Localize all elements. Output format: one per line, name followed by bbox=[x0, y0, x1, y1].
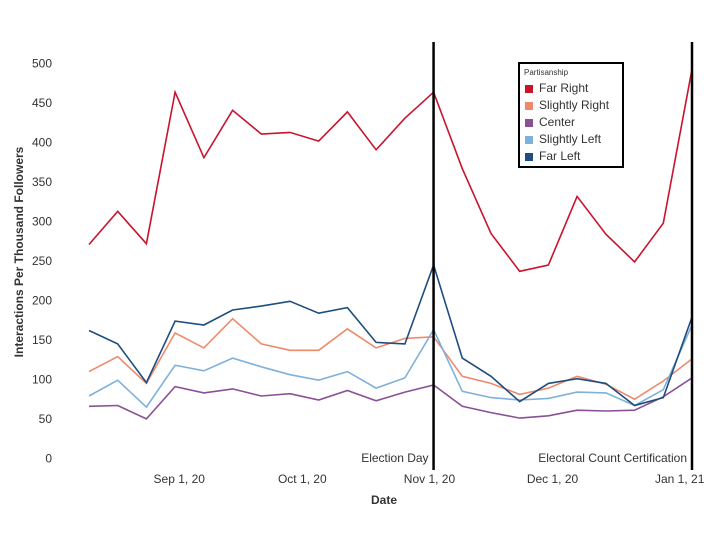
legend-swatch bbox=[525, 85, 533, 93]
line bbox=[88, 324, 693, 409]
legend-swatch bbox=[525, 102, 533, 110]
y-tick-label: 500 bbox=[32, 57, 52, 71]
x-axis-label: Date bbox=[371, 493, 397, 507]
legend-swatch bbox=[525, 119, 533, 127]
event-label: Election Day bbox=[361, 451, 428, 465]
line bbox=[88, 377, 693, 420]
legend-swatch bbox=[525, 136, 533, 144]
x-tick-label: Sep 1, 20 bbox=[154, 472, 206, 486]
y-tick-label: 300 bbox=[32, 215, 52, 229]
line bbox=[88, 262, 693, 407]
y-tick-label: 250 bbox=[32, 254, 52, 268]
x-tick-label: Jan 1, 21 bbox=[655, 472, 705, 486]
legend-label: Center bbox=[539, 115, 575, 129]
x-tick-label: Dec 1, 20 bbox=[527, 472, 579, 486]
y-tick-label: 100 bbox=[32, 372, 52, 386]
y-tick-label: 450 bbox=[32, 96, 52, 110]
legend-label: Slightly Left bbox=[539, 132, 602, 146]
y-tick-label: 50 bbox=[39, 412, 53, 426]
event-label: Electoral Count Certification bbox=[538, 451, 687, 465]
legend-label: Slightly Right bbox=[539, 98, 610, 112]
y-tick-label: 400 bbox=[32, 136, 52, 150]
y-tick-label: 200 bbox=[32, 293, 52, 307]
legend-title: Partisanship bbox=[524, 68, 569, 77]
x-tick-label: Oct 1, 20 bbox=[278, 472, 327, 486]
y-axis-label: Interactions Per Thousand Followers bbox=[12, 146, 26, 357]
y-tick-label: 150 bbox=[32, 333, 52, 347]
x-tick-label: Nov 1, 20 bbox=[404, 472, 456, 486]
legend-label: Far Left bbox=[539, 149, 581, 163]
y-tick-label: 350 bbox=[32, 175, 52, 189]
legend-box bbox=[518, 62, 624, 168]
y-tick-label: 0 bbox=[45, 451, 52, 465]
line bbox=[88, 69, 693, 273]
legend-swatch bbox=[525, 153, 533, 161]
legend-label: Far Right bbox=[539, 81, 589, 95]
